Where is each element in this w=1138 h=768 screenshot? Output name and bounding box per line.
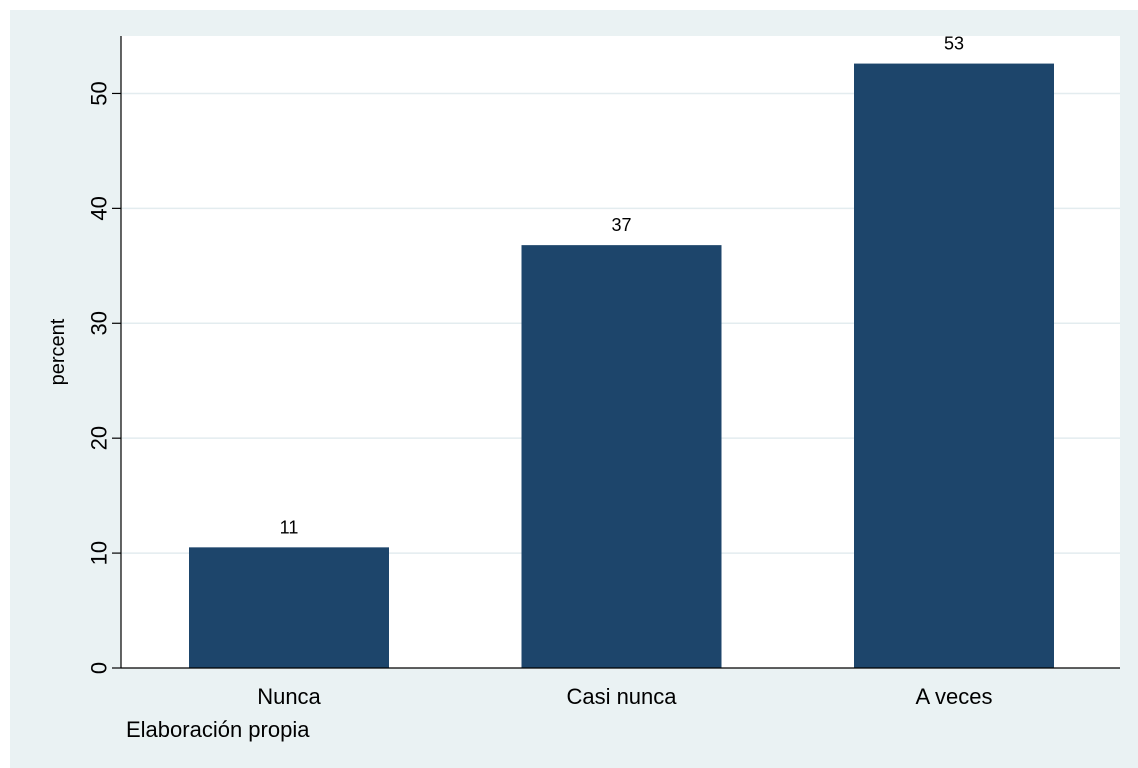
x-tick-label: Nunca — [257, 684, 321, 709]
x-tick-label: Casi nunca — [566, 684, 677, 709]
bar — [189, 547, 389, 668]
source-note: Elaboración propia — [126, 717, 310, 742]
y-tick-label: 30 — [87, 311, 112, 335]
y-axis-title: percent — [47, 318, 69, 385]
labels: 11 Nunca 37 Casi nunca 53 A veces — [257, 34, 992, 709]
y-tick-label: 0 — [87, 662, 112, 674]
data-label: 37 — [611, 215, 631, 235]
bar — [521, 245, 722, 668]
data-label: 53 — [944, 34, 964, 54]
x-tick-label: A veces — [915, 684, 992, 709]
data-label: 11 — [280, 517, 299, 537]
y-tick-label: 50 — [87, 81, 112, 105]
bar — [854, 63, 1054, 668]
y-tick-label: 20 — [87, 426, 112, 450]
y-tick-label: 40 — [87, 196, 112, 220]
bars — [189, 63, 1054, 668]
y-tick-label: 10 — [87, 541, 112, 565]
axes: 0 10 20 30 40 50 — [87, 36, 1120, 674]
